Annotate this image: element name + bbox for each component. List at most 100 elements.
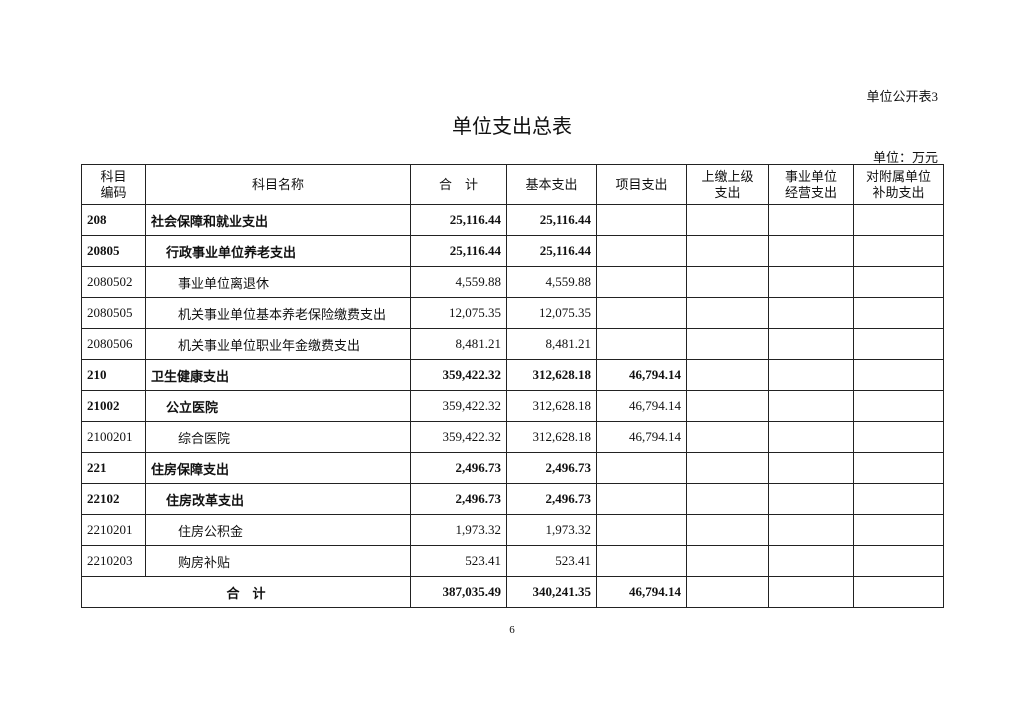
code-cell: 2210201 bbox=[81, 514, 146, 546]
project-cell bbox=[596, 514, 687, 546]
code-cell: 22102 bbox=[81, 483, 146, 515]
name-cell: 公立医院 bbox=[145, 390, 411, 422]
total-cell: 359,422.32 bbox=[410, 421, 507, 453]
name-cell: 综合医院 bbox=[145, 421, 411, 453]
project-cell bbox=[596, 204, 687, 236]
table-row: 21002 公立医院 359,422.32 312,628.18 46,794.… bbox=[81, 390, 944, 422]
table-row: 22102 住房改革支出 2,496.73 2,496.73 bbox=[81, 483, 944, 515]
empty-cell bbox=[853, 328, 944, 360]
basic-cell: 2,496.73 bbox=[506, 483, 597, 515]
project-cell bbox=[596, 452, 687, 484]
header-cell: 上缴上级 支出 bbox=[686, 164, 769, 205]
basic-cell: 2,496.73 bbox=[506, 452, 597, 484]
table-row: 208 社会保障和就业支出 25,116.44 25,116.44 bbox=[81, 204, 944, 236]
basic-cell: 312,628.18 bbox=[506, 421, 597, 453]
empty-cell bbox=[853, 483, 944, 515]
project-cell bbox=[596, 545, 687, 577]
empty-cell bbox=[853, 390, 944, 422]
empty-cell bbox=[686, 390, 769, 422]
header-cell: 事业单位 经营支出 bbox=[768, 164, 854, 205]
basic-cell: 25,116.44 bbox=[506, 235, 597, 267]
empty-cell bbox=[768, 328, 854, 360]
project-cell bbox=[596, 297, 687, 329]
basic-cell: 312,628.18 bbox=[506, 359, 597, 391]
total-label: 合 计 bbox=[81, 576, 411, 608]
total-cell: 12,075.35 bbox=[410, 297, 507, 329]
code-cell: 210 bbox=[81, 359, 146, 391]
project-cell bbox=[596, 483, 687, 515]
table-row: 2210201 住房公积金 1,973.32 1,973.32 bbox=[81, 514, 944, 546]
basic-cell: 8,481.21 bbox=[506, 328, 597, 360]
project-cell bbox=[596, 266, 687, 298]
page-number: 6 bbox=[509, 624, 515, 636]
total-cell: 359,422.32 bbox=[410, 359, 507, 391]
total-cell: 8,481.21 bbox=[410, 328, 507, 360]
name-cell: 卫生健康支出 bbox=[145, 359, 411, 391]
basic-cell: 340,241.35 bbox=[506, 576, 597, 608]
total-cell: 1,973.32 bbox=[410, 514, 507, 546]
basic-cell: 1,973.32 bbox=[506, 514, 597, 546]
project-cell bbox=[596, 328, 687, 360]
code-cell: 221 bbox=[81, 452, 146, 484]
table-row: 2080505 机关事业单位基本养老保险缴费支出 12,075.35 12,07… bbox=[81, 297, 944, 329]
empty-cell bbox=[768, 359, 854, 391]
empty-cell bbox=[853, 421, 944, 453]
header-row: 科目 编码 科目名称 合 计 基本支出 项目支出 上缴上级 支出 事业单位 经营… bbox=[81, 164, 944, 205]
empty-cell bbox=[686, 452, 769, 484]
total-cell: 523.41 bbox=[410, 545, 507, 577]
empty-cell bbox=[768, 545, 854, 577]
project-cell: 46,794.14 bbox=[596, 576, 687, 608]
name-cell: 机关事业单位基本养老保险缴费支出 bbox=[145, 297, 411, 329]
total-cell: 4,559.88 bbox=[410, 266, 507, 298]
table-row: 2080502 事业单位离退休 4,559.88 4,559.88 bbox=[81, 266, 944, 298]
header-cell: 对附属单位 补助支出 bbox=[853, 164, 944, 205]
empty-cell bbox=[768, 235, 854, 267]
empty-cell bbox=[686, 421, 769, 453]
table-row: 221 住房保障支出 2,496.73 2,496.73 bbox=[81, 452, 944, 484]
code-cell: 2080506 bbox=[81, 328, 146, 360]
empty-cell bbox=[768, 514, 854, 546]
table-row: 2080506 机关事业单位职业年金缴费支出 8,481.21 8,481.21 bbox=[81, 328, 944, 360]
basic-cell: 25,116.44 bbox=[506, 204, 597, 236]
table-row: 2210203 购房补贴 523.41 523.41 bbox=[81, 545, 944, 577]
empty-cell bbox=[686, 545, 769, 577]
name-cell: 行政事业单位养老支出 bbox=[145, 235, 411, 267]
expenditure-table: 科目 编码 科目名称 合 计 基本支出 项目支出 上缴上级 支出 事业单位 经营… bbox=[81, 164, 944, 608]
project-cell: 46,794.14 bbox=[596, 421, 687, 453]
basic-cell: 4,559.88 bbox=[506, 266, 597, 298]
empty-cell bbox=[768, 421, 854, 453]
total-cell: 359,422.32 bbox=[410, 390, 507, 422]
empty-cell bbox=[768, 576, 854, 608]
header-cell: 科目名称 bbox=[145, 164, 411, 205]
empty-cell bbox=[768, 266, 854, 298]
empty-cell bbox=[853, 359, 944, 391]
empty-cell bbox=[768, 452, 854, 484]
empty-cell bbox=[686, 204, 769, 236]
empty-cell bbox=[768, 483, 854, 515]
empty-cell bbox=[768, 390, 854, 422]
empty-cell bbox=[686, 266, 769, 298]
empty-cell bbox=[686, 235, 769, 267]
empty-cell bbox=[853, 204, 944, 236]
table-row: 2100201 综合医院 359,422.32 312,628.18 46,79… bbox=[81, 421, 944, 453]
name-cell: 事业单位离退休 bbox=[145, 266, 411, 298]
empty-cell bbox=[686, 328, 769, 360]
name-cell: 机关事业单位职业年金缴费支出 bbox=[145, 328, 411, 360]
empty-cell bbox=[686, 359, 769, 391]
form-tag: 单位公开表3 bbox=[866, 89, 938, 104]
name-cell: 购房补贴 bbox=[145, 545, 411, 577]
code-cell: 2080505 bbox=[81, 297, 146, 329]
empty-cell bbox=[853, 452, 944, 484]
empty-cell bbox=[853, 235, 944, 267]
project-cell: 46,794.14 bbox=[596, 359, 687, 391]
name-cell: 住房保障支出 bbox=[145, 452, 411, 484]
total-cell: 2,496.73 bbox=[410, 483, 507, 515]
project-cell: 46,794.14 bbox=[596, 390, 687, 422]
table-row: 20805 行政事业单位养老支出 25,116.44 25,116.44 bbox=[81, 235, 944, 267]
empty-cell bbox=[686, 297, 769, 329]
empty-cell bbox=[853, 576, 944, 608]
empty-cell bbox=[686, 483, 769, 515]
code-cell: 2210203 bbox=[81, 545, 146, 577]
header-cell: 基本支出 bbox=[506, 164, 597, 205]
empty-cell bbox=[853, 266, 944, 298]
